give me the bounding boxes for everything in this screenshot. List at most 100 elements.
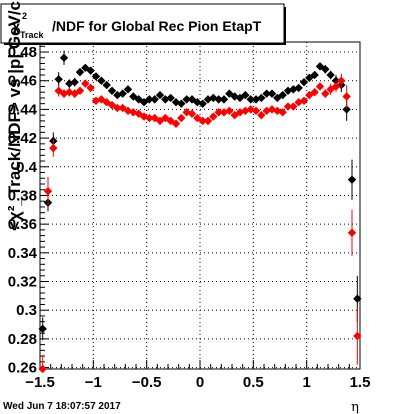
data-point [289, 102, 298, 111]
title-sup: 2 [22, 11, 27, 21]
data-point [326, 85, 335, 94]
data-point [257, 93, 266, 103]
data-point [315, 62, 325, 71]
data-point [219, 108, 229, 117]
data-point [353, 331, 362, 341]
data-point [86, 83, 95, 93]
data-point [225, 106, 234, 116]
y-tick-label: 0.48 [8, 44, 37, 61]
data-point [262, 89, 271, 98]
data-point [299, 77, 309, 87]
data-point [155, 90, 165, 100]
data-point [209, 112, 218, 121]
data-point [123, 85, 133, 94]
data-point [187, 95, 197, 104]
data-point [139, 98, 149, 107]
x-tick-label: −0.5 [132, 374, 162, 391]
data-point [118, 89, 127, 98]
data-point [161, 95, 170, 104]
data-point [113, 103, 122, 113]
title-chi: χ [12, 18, 20, 34]
data-point [86, 66, 95, 75]
data-point [310, 87, 319, 97]
data-point [38, 324, 47, 334]
data-point [235, 93, 245, 103]
data-point [166, 93, 175, 103]
data-point [145, 95, 154, 104]
axes: −1.5 −1 −0.5 0 0.5 1 1.5 0.26 0.28 0.3 0.32 0.34 0.3… [8, 44, 371, 391]
y-tick-label: 0.4 [16, 159, 38, 176]
title-sub: Track [20, 30, 45, 40]
y-tick-label: 0.26 [8, 360, 37, 377]
data-point [177, 99, 186, 108]
data-point [155, 116, 165, 126]
data-point [81, 63, 90, 73]
data-point [102, 98, 111, 107]
data-point [241, 90, 250, 100]
title-box: χ 2 Track /NDF for Global Rec Pion EtapT [0, 3, 286, 45]
data-point [65, 87, 74, 97]
data-point [283, 102, 293, 111]
data-point [246, 95, 255, 104]
data-point [219, 95, 229, 104]
data-point [182, 95, 191, 104]
data-point [177, 113, 186, 123]
y-tick-label: 0.34 [8, 245, 38, 262]
x-tick-label: −1 [85, 374, 102, 391]
data-point [75, 86, 85, 95]
y-tick-label: 0.42 [8, 130, 37, 147]
data-point [283, 86, 293, 95]
data-point [326, 70, 335, 80]
data-point [214, 108, 223, 117]
data-point [251, 95, 261, 104]
data-point [198, 116, 207, 126]
y-tick-label: 0.3 [16, 302, 37, 319]
data-point [278, 108, 287, 117]
y-tick-label: 0.44 [8, 101, 38, 118]
data-point [81, 79, 90, 88]
data-points [38, 50, 362, 374]
data-point [38, 364, 47, 374]
data-point [43, 186, 53, 196]
data-point [203, 95, 213, 104]
data-point [54, 75, 63, 84]
data-point [353, 294, 362, 303]
y-tick-label: 0.38 [8, 187, 37, 204]
data-point [321, 89, 330, 98]
x-tick-label: 1.5 [350, 374, 371, 391]
data-point [294, 83, 303, 93]
data-point [171, 119, 181, 128]
data-point [267, 89, 277, 98]
x-tick-label: 0 [196, 374, 204, 391]
data-point [203, 116, 213, 126]
timestamp: Wed Jun 7 18:07:57 2017 [3, 401, 121, 412]
data-point [214, 95, 223, 104]
data-point [337, 76, 346, 85]
data-point [225, 89, 234, 98]
data-point [331, 82, 341, 91]
x-axis-title: η [351, 400, 359, 414]
x-tick-label: 1 [302, 374, 310, 391]
chart-title: χ 2 Track /NDF for Global Rec Pion EtapT [12, 6, 262, 41]
data-point [107, 86, 117, 95]
x-tick-label: 0.5 [243, 374, 264, 391]
data-point [342, 105, 351, 114]
data-point [331, 76, 341, 85]
y-tick-label: 0.28 [8, 331, 37, 348]
data-point [97, 76, 106, 85]
grid [40, 42, 360, 369]
data-point [171, 98, 181, 107]
data-point [347, 175, 357, 184]
data-point [123, 106, 133, 116]
y-axis-title: <χ²_Track/NDF> vs |p| GeV/c [5, 1, 24, 231]
x-tick-label: −1.5 [25, 374, 55, 391]
data-point [70, 77, 79, 87]
data-point [198, 99, 207, 108]
data-point [321, 65, 330, 74]
data-point [257, 110, 266, 120]
data-point [59, 53, 69, 62]
data-point [251, 106, 261, 116]
data-point [91, 96, 101, 106]
y-tick-label: 0.36 [8, 216, 37, 233]
